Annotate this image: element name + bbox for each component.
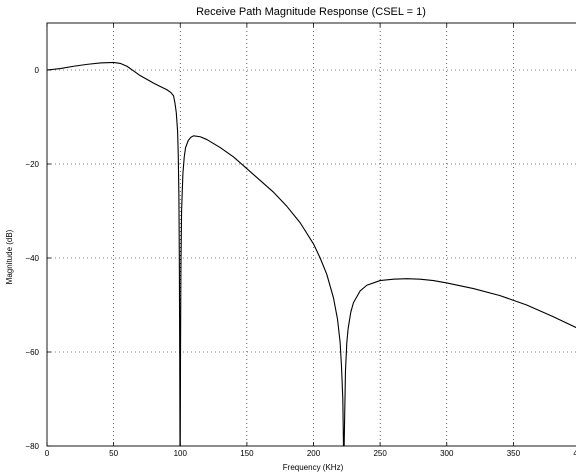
y-tick-labels: −80 −60 −40 −20 0	[25, 66, 39, 451]
x-tick-label: 350	[507, 449, 521, 458]
y-tick-label: −40	[25, 254, 39, 263]
y-tick-label: 0	[35, 66, 40, 75]
x-tick-label: 300	[440, 449, 454, 458]
x-tick-label: 50	[109, 449, 118, 458]
y-tick-label: −60	[25, 348, 39, 357]
plot-frame	[46, 22, 576, 447]
magnitude-curve	[46, 61, 576, 447]
y-tick-label: −20	[25, 160, 39, 169]
x-tick-label: 150	[240, 449, 254, 458]
y-axis-label: Magnitude (dB)	[5, 229, 14, 284]
x-tick-label: 250	[373, 449, 387, 458]
x-tick-labels: 0 50 100 150 200 250 300 350 400	[45, 449, 576, 458]
series-layer	[46, 61, 576, 447]
x-tick-label: 400	[573, 449, 576, 458]
y-tick-label: −80	[25, 442, 39, 451]
x-tick-label: 200	[307, 449, 321, 458]
x-tick-label: 0	[45, 449, 50, 458]
x-tick-label: 100	[174, 449, 188, 458]
chart-title: Receive Path Magnitude Response (CSEL = …	[196, 6, 426, 18]
x-axis-label: Frequency (KHz)	[283, 463, 344, 472]
grid-lines	[47, 23, 576, 446]
axis-ticks	[46, 23, 514, 447]
